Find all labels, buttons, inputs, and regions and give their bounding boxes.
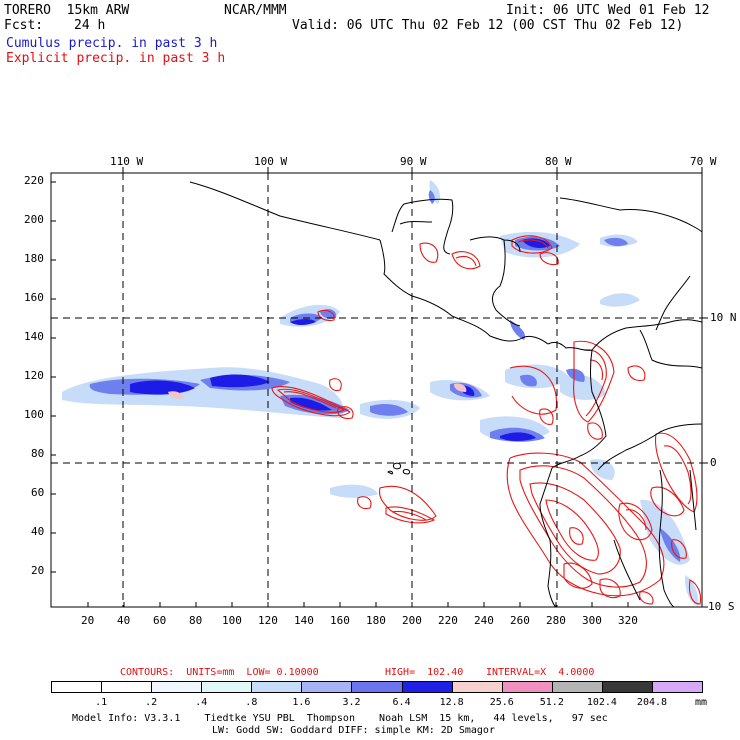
y-tick-label: 140	[24, 330, 44, 343]
y-tick-label: 80	[31, 447, 45, 460]
x-tick-label: 280	[546, 614, 566, 627]
colorbar-label: 204.8	[636, 697, 668, 708]
colorbar-label: .4	[195, 697, 208, 708]
colorbar-label: 51.2	[539, 697, 564, 708]
colorbar-swatch	[101, 681, 153, 693]
x-tick-label: 100	[222, 614, 242, 627]
y-tick-label: 180	[24, 252, 44, 265]
colorbar-label: 6.4	[392, 697, 411, 708]
x-tick-label: 60	[153, 614, 167, 627]
colorbar-label: 102.4	[586, 697, 617, 708]
colorbar-swatch	[301, 681, 353, 693]
contours-info: CONTOURS: UNITS=mm LOW= 0.10000	[120, 667, 319, 678]
y-tick-label: 40	[31, 525, 45, 538]
colorbar-swatch	[501, 681, 553, 693]
x-tick-label: 120	[258, 614, 278, 627]
model-info: Model Info: V3.3.1 Tiedtke YSU PBL Thomp…	[72, 713, 608, 724]
colorbar-label: 12.8	[439, 697, 464, 708]
physics-info: LW: Godd SW: Goddard DIFF: simple KM: 2D…	[212, 725, 495, 736]
x-tick-label: 180	[366, 614, 386, 627]
y-tick-label: 100	[24, 408, 44, 421]
colorbar-label: .2	[145, 697, 158, 708]
x-tick-label: 160	[330, 614, 350, 627]
y-axis-ticks	[51, 181, 56, 573]
colorbar-swatch	[551, 681, 603, 693]
init-time: Init: 06 UTC Wed 01 Feb 12	[506, 3, 710, 18]
colorbar-swatch	[601, 681, 653, 693]
colorbar-swatch	[251, 681, 303, 693]
colorbar-swatch	[151, 681, 203, 693]
forecast-hour: 24 h	[74, 18, 106, 33]
y-tick-label: 20	[31, 564, 45, 577]
colorbar-swatch	[201, 681, 253, 693]
x-tick-label: 140	[294, 614, 314, 627]
y-tick-label: 60	[31, 486, 45, 499]
x-tick-label: 240	[474, 614, 494, 627]
lon-label-90w: 90 W	[400, 155, 427, 168]
forecast-label: Fcst:	[4, 18, 44, 33]
y-tick-label: 220	[24, 174, 44, 187]
heavy-precip-highlights	[168, 383, 467, 399]
organization-label: NCAR/MMM	[224, 3, 287, 18]
colorbar-label: 1.6	[292, 697, 311, 708]
x-axis-ticks	[87, 602, 629, 607]
model-title: TORERO 15km ARW	[4, 3, 130, 18]
lon-label-70w: 70 W	[690, 155, 717, 168]
colorbar-swatch	[401, 681, 453, 693]
y-tick-label: 200	[24, 213, 44, 226]
colorbar-label: 25.6	[489, 697, 514, 708]
colorbar-swatch	[651, 681, 703, 693]
colorbar-swatch	[451, 681, 503, 693]
y-tick-label: 160	[24, 291, 44, 304]
valid-time: Valid: 06 UTC Thu 02 Feb 12 (00 CST Thu …	[292, 18, 684, 33]
lat-label-0: 0	[710, 456, 717, 469]
y-tick-label: 120	[24, 369, 44, 382]
colorbar-label: .1	[95, 697, 108, 708]
contours-interval: INTERVAL=X 4.0000	[486, 667, 595, 678]
x-tick-label: 200	[402, 614, 422, 627]
frame-ticks	[122, 167, 708, 608]
x-tick-label: 220	[438, 614, 458, 627]
x-tick-label: 40	[117, 614, 131, 627]
lon-label-110w: 110 W	[110, 155, 144, 168]
legend-explicit-label: Explicit precip. in past 3 h	[6, 51, 226, 66]
lat-label-10s: 10 S	[708, 600, 735, 613]
cumulus-heavy-fields	[130, 238, 550, 441]
x-tick-label: 20	[81, 614, 95, 627]
lon-label-100w: 100 W	[254, 155, 288, 168]
colorbar-label: .8	[245, 697, 258, 708]
x-tick-label: 300	[582, 614, 602, 627]
contours-high: HIGH= 102.40	[385, 667, 464, 678]
lon-label-80w: 80 W	[545, 155, 572, 168]
colorbar-swatch	[51, 681, 103, 693]
colorbar-label: 3.2	[342, 697, 361, 708]
x-tick-label: 320	[618, 614, 638, 627]
lat-label-10n: 10 N	[710, 311, 737, 324]
colorbar-unit: mm	[695, 697, 708, 708]
x-tick-label: 260	[510, 614, 530, 627]
legend-cumulus-label: Cumulus precip. in past 3 h	[6, 36, 218, 51]
coastlines	[189, 181, 702, 607]
graticule	[51, 173, 702, 607]
x-tick-label: 80	[189, 614, 203, 627]
colorbar-swatch	[351, 681, 403, 693]
